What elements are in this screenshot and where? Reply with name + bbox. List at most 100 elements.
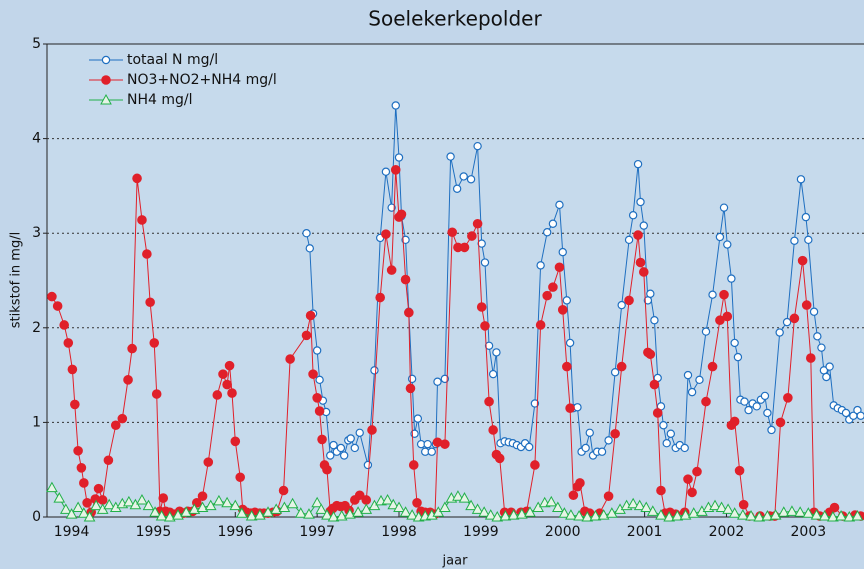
marker [581, 510, 594, 522]
legend-label: NO3+NO2+NH4 mg/l [127, 72, 277, 88]
marker [488, 369, 498, 379]
marker [646, 505, 659, 516]
marker [817, 343, 826, 352]
marker [708, 290, 717, 299]
marker [253, 509, 266, 520]
marker [606, 507, 618, 518]
marker [46, 481, 58, 493]
marker [352, 506, 364, 517]
marker [761, 510, 774, 521]
marker [446, 152, 455, 161]
marker [142, 499, 155, 511]
marker [82, 498, 92, 508]
marker [624, 235, 634, 245]
marker [412, 498, 422, 508]
marker [70, 399, 80, 410]
marker [818, 510, 831, 521]
marker [633, 230, 643, 240]
x-tick-label: 2001 [627, 524, 663, 540]
marker [633, 499, 646, 511]
marker [687, 487, 697, 498]
marker [597, 447, 607, 456]
marker [314, 406, 325, 416]
marker [542, 228, 552, 237]
marker [545, 495, 558, 507]
marker [367, 425, 377, 435]
marker [73, 445, 83, 456]
marker [671, 510, 684, 521]
marker [472, 218, 483, 229]
marker [687, 387, 697, 397]
marker [551, 501, 564, 513]
marker [760, 391, 770, 401]
marker [557, 305, 568, 315]
marker [709, 499, 721, 511]
marker [645, 349, 656, 360]
marker [459, 242, 470, 253]
marker [801, 212, 811, 222]
marker [617, 300, 626, 310]
marker [245, 510, 258, 521]
marker [447, 227, 458, 238]
marker [695, 375, 704, 385]
marker [151, 389, 162, 399]
x-tick-label: 2002 [709, 524, 745, 540]
marker [59, 320, 69, 330]
marker [794, 506, 806, 517]
legend-label: NH4 mg/l [127, 92, 193, 108]
marker [548, 282, 558, 292]
marker [719, 289, 729, 300]
marker [213, 494, 225, 506]
marker [707, 361, 718, 372]
marker [103, 498, 116, 510]
marker [452, 184, 462, 193]
marker [790, 236, 799, 245]
marker [666, 429, 676, 438]
marker [76, 463, 87, 473]
marker [321, 509, 333, 520]
marker [427, 447, 436, 456]
marker [79, 478, 89, 488]
marker [127, 343, 137, 354]
marker [408, 460, 419, 470]
marker [47, 291, 57, 302]
marker [400, 274, 411, 285]
marker [466, 175, 476, 184]
marker [370, 366, 379, 375]
y-axis-label: stikstof in mg/l [9, 232, 24, 328]
marker [317, 434, 327, 445]
marker [484, 341, 494, 350]
x-tick-label: 1996 [217, 524, 253, 540]
marker [440, 439, 450, 449]
marker [224, 360, 235, 371]
marker [478, 506, 491, 517]
marker [835, 510, 847, 521]
marker [851, 510, 864, 521]
marker [203, 457, 214, 467]
marker [763, 408, 772, 418]
marker [782, 317, 792, 327]
marker [565, 509, 577, 520]
x-tick-label: 2000 [545, 524, 581, 540]
marker [573, 403, 582, 412]
marker [230, 436, 241, 447]
plot [46, 101, 864, 522]
marker [701, 327, 711, 336]
marker [646, 289, 655, 298]
y-tick-label: 5 [32, 36, 41, 52]
marker [394, 153, 404, 162]
marker [484, 509, 497, 520]
marker [53, 492, 66, 503]
marker [391, 101, 400, 110]
plot-area [46, 43, 864, 518]
marker [662, 439, 671, 448]
marker [361, 495, 372, 505]
marker [822, 372, 831, 382]
marker [740, 397, 749, 406]
marker [471, 503, 484, 514]
marker [294, 507, 307, 518]
marker [843, 510, 856, 522]
marker [315, 375, 324, 385]
marker [805, 353, 816, 363]
